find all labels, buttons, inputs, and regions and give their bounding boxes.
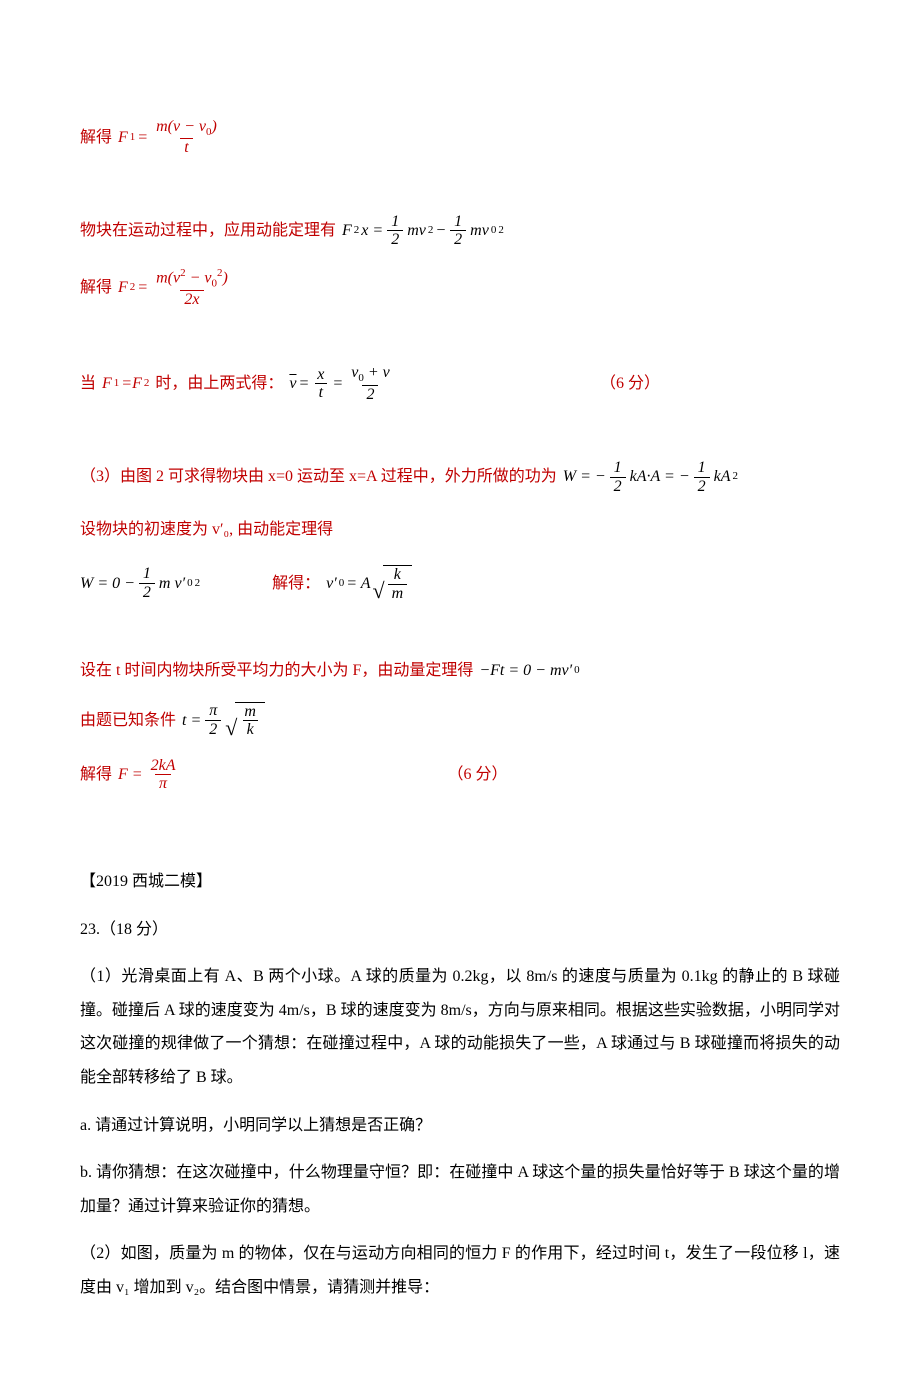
label: 解得 — [80, 275, 112, 301]
eq-f2: F2 = m(v2 − v02) 2x — [118, 267, 234, 308]
text: （3）由图 2 可求得物块由 x=0 运动至 x=A 过程中，外力所做的功为 — [80, 464, 557, 490]
kinetic-energy-line: 物块在运动过程中，应用动能定理有 F2x = 12mv2 − 12mv02 — [80, 213, 840, 249]
label: 解得 — [80, 125, 112, 151]
score-6a: （6 分） — [600, 371, 840, 397]
problem-p1: （1）光滑桌面上有 A、B 两个小球。A 球的质量为 0.2kg，以 8m/s … — [80, 960, 840, 1094]
solution-line-f2: 解得 F2 = m(v2 − v02) 2x — [80, 267, 840, 308]
mid: 时，由上两式得： — [155, 371, 283, 397]
eq-w2: W = 0 − 12 m v′02 — [80, 565, 200, 601]
w2-line: W = 0 − 12 m v′02 解得： v′0 = A √ km — [80, 565, 840, 602]
prefix: 当 — [80, 371, 96, 397]
eq-f: F = 2kAπ — [118, 757, 181, 793]
score-6b: （6 分） — [447, 762, 507, 788]
question-number: 23.（18 分） — [80, 913, 840, 947]
eq-f1: F1 = m(v − v0) t — [118, 118, 223, 157]
init-velocity-text: 设物块的初速度为 v′₀, 由动能定理得 — [80, 513, 840, 547]
problem-pa: a. 请通过计算说明，小明同学以上猜想是否正确？ — [80, 1109, 840, 1143]
eq-ke: F2x = 12mv2 − 12mv02 — [342, 213, 504, 249]
eq-ft: −Ft = 0 − mv′0 — [479, 658, 579, 684]
eq-t: t = π2 √ mk — [182, 702, 265, 739]
vbar-line: 当 F1=F2 时，由上两式得： v = xt = v0 + v2 （6 分） — [80, 364, 840, 403]
text: 物块在运动过程中，应用动能定理有 — [80, 218, 336, 244]
problem-p2: （2）如图，质量为 m 的物体，仅在与运动方向相同的恒力 F 的作用下，经过时间… — [80, 1237, 840, 1304]
f1f2: F1=F2 — [102, 371, 149, 397]
f-line: 解得 F = 2kAπ （6 分） — [80, 757, 840, 793]
eq-vbar: v = xt = v0 + v2 — [289, 364, 395, 403]
source-tag: 【2019 西城二模】 — [80, 865, 840, 899]
mid: 解得： — [272, 571, 320, 597]
impulse-line: 设在 t 时间内物块所受平均力的大小为 F，由动量定理得 −Ft = 0 − m… — [80, 658, 840, 684]
eq-w: W = −12kA·A = −12kA2 — [563, 459, 738, 495]
text: 由题已知条件 — [80, 708, 176, 734]
text: 设在 t 时间内物块所受平均力的大小为 F，由动量定理得 — [80, 658, 473, 684]
label: 解得 — [80, 762, 112, 788]
t-line: 由题已知条件 t = π2 √ mk — [80, 702, 840, 739]
solution-line-f1: 解得 F1 = m(v − v0) t — [80, 118, 840, 157]
eq-v0p: v′0 = A √ km — [326, 565, 412, 602]
problem-pb: b. 请你猜想：在这次碰撞中，什么物理量守恒？即：在碰撞中 A 球这个量的损失量… — [80, 1156, 840, 1223]
work-line: （3）由图 2 可求得物块由 x=0 运动至 x=A 过程中，外力所做的功为 W… — [80, 459, 840, 495]
